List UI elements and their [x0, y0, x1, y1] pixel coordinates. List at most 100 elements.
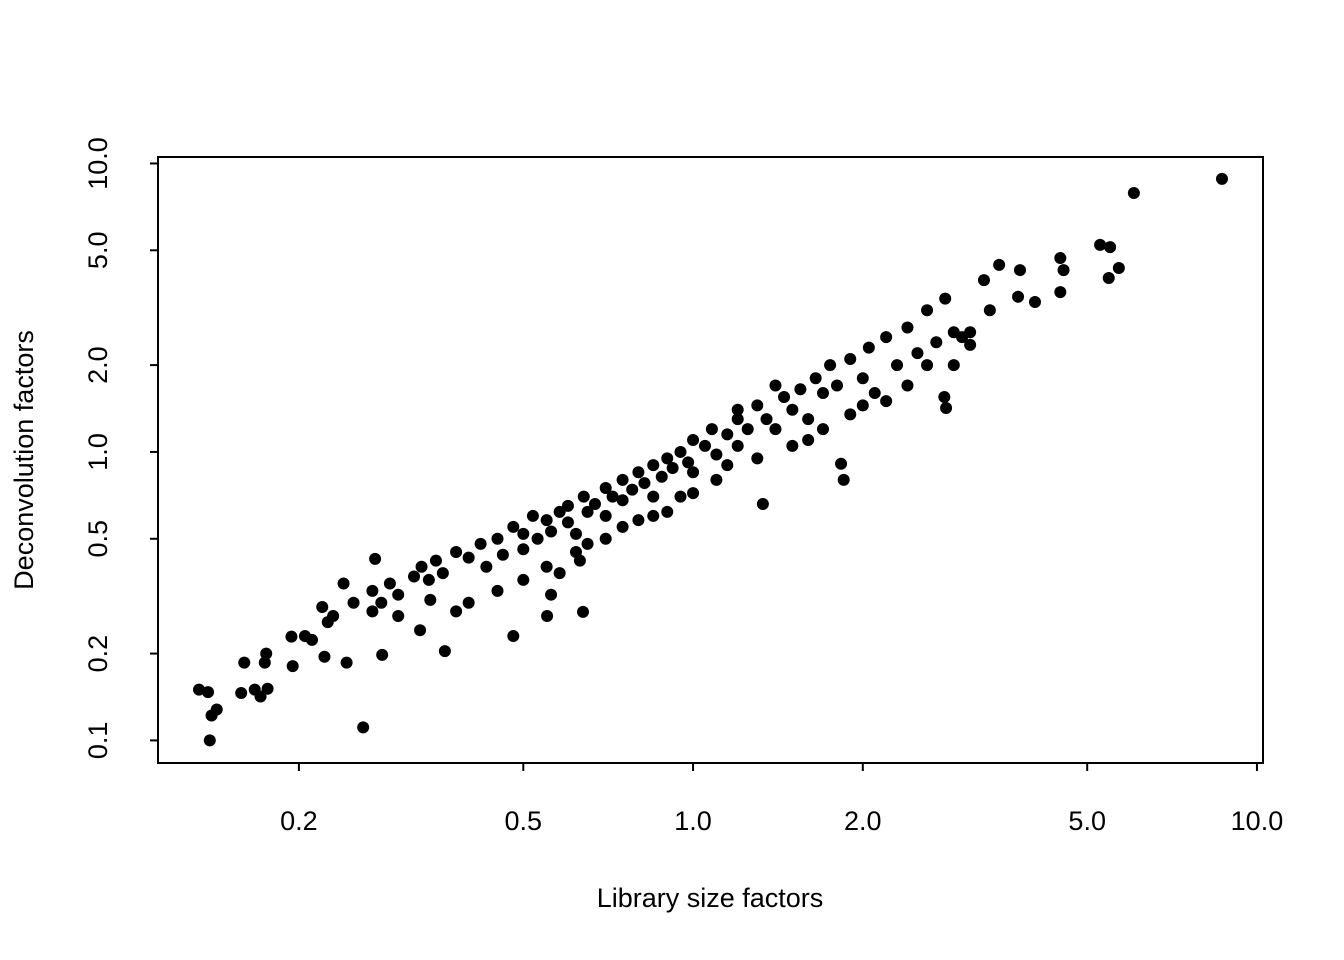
point: [769, 379, 782, 392]
x-tick-label: 2.0: [844, 806, 882, 836]
point: [682, 456, 695, 469]
point: [760, 413, 773, 426]
point: [415, 560, 428, 573]
point: [561, 516, 574, 529]
point: [357, 721, 370, 734]
point: [1012, 290, 1025, 303]
point: [687, 487, 700, 500]
point: [862, 341, 875, 354]
point: [705, 423, 718, 436]
point: [731, 439, 744, 452]
point: [731, 413, 744, 426]
point: [507, 630, 520, 643]
point: [647, 459, 660, 472]
point: [285, 630, 298, 643]
point: [844, 352, 857, 365]
y-tick-label: 0.5: [83, 520, 113, 558]
point: [517, 573, 530, 586]
point: [202, 686, 215, 699]
point: [462, 551, 475, 564]
point: [710, 473, 723, 486]
point: [786, 403, 799, 416]
point: [647, 490, 660, 503]
point: [721, 428, 734, 441]
point: [507, 520, 520, 533]
point: [366, 584, 379, 597]
point: [496, 548, 509, 561]
point: [540, 514, 553, 527]
x-tick-label: 1.0: [674, 806, 712, 836]
point: [581, 537, 594, 550]
point: [831, 379, 844, 392]
point: [939, 292, 952, 305]
point: [983, 304, 996, 317]
point: [921, 359, 934, 372]
point: [337, 577, 350, 590]
point: [480, 560, 493, 573]
point: [491, 584, 504, 597]
point: [545, 588, 558, 601]
point: [655, 470, 668, 483]
point: [545, 525, 558, 538]
x-tick-label: 5.0: [1068, 806, 1106, 836]
point: [626, 483, 639, 496]
point: [891, 359, 904, 372]
point: [192, 683, 205, 696]
point: [561, 499, 574, 512]
point: [1102, 271, 1115, 284]
point: [531, 532, 544, 545]
point: [856, 399, 869, 412]
point: [569, 527, 582, 540]
point: [802, 413, 815, 426]
point: [235, 686, 248, 699]
point: [786, 439, 799, 452]
point: [450, 545, 463, 558]
point: [414, 624, 427, 637]
y-tick-label: 0.1: [83, 722, 113, 760]
point: [210, 703, 223, 716]
point: [1057, 264, 1070, 277]
point: [1094, 238, 1107, 251]
point: [947, 359, 960, 372]
point: [517, 543, 530, 556]
point: [778, 391, 791, 404]
point: [751, 452, 764, 465]
y-axis-label: Deconvolution factors: [9, 330, 39, 590]
point: [938, 391, 951, 404]
point: [238, 656, 251, 669]
point: [254, 690, 267, 703]
point: [462, 596, 475, 609]
point: [835, 457, 848, 470]
point: [880, 395, 893, 408]
point: [687, 466, 700, 479]
point: [632, 514, 645, 527]
point: [375, 596, 388, 609]
point: [824, 359, 837, 372]
point: [921, 304, 934, 317]
x-axis-label: Library size factors: [597, 883, 824, 913]
point: [616, 473, 629, 486]
point: [599, 532, 612, 545]
point: [1104, 241, 1117, 254]
point: [911, 347, 924, 360]
point: [541, 609, 554, 622]
point: [526, 509, 539, 522]
point: [540, 560, 553, 573]
point: [424, 593, 437, 606]
point: [429, 554, 442, 567]
point: [993, 258, 1006, 271]
point: [699, 439, 712, 452]
point: [553, 505, 566, 518]
point: [491, 532, 504, 545]
point: [661, 452, 674, 465]
point: [376, 648, 389, 661]
point: [606, 490, 619, 503]
y-tick-label: 0.2: [83, 635, 113, 673]
x-tick-label: 10.0: [1231, 806, 1284, 836]
point: [318, 650, 331, 663]
y-tick-label: 10.0: [83, 137, 113, 190]
point: [638, 477, 651, 490]
point: [392, 588, 405, 601]
point: [1112, 262, 1125, 275]
